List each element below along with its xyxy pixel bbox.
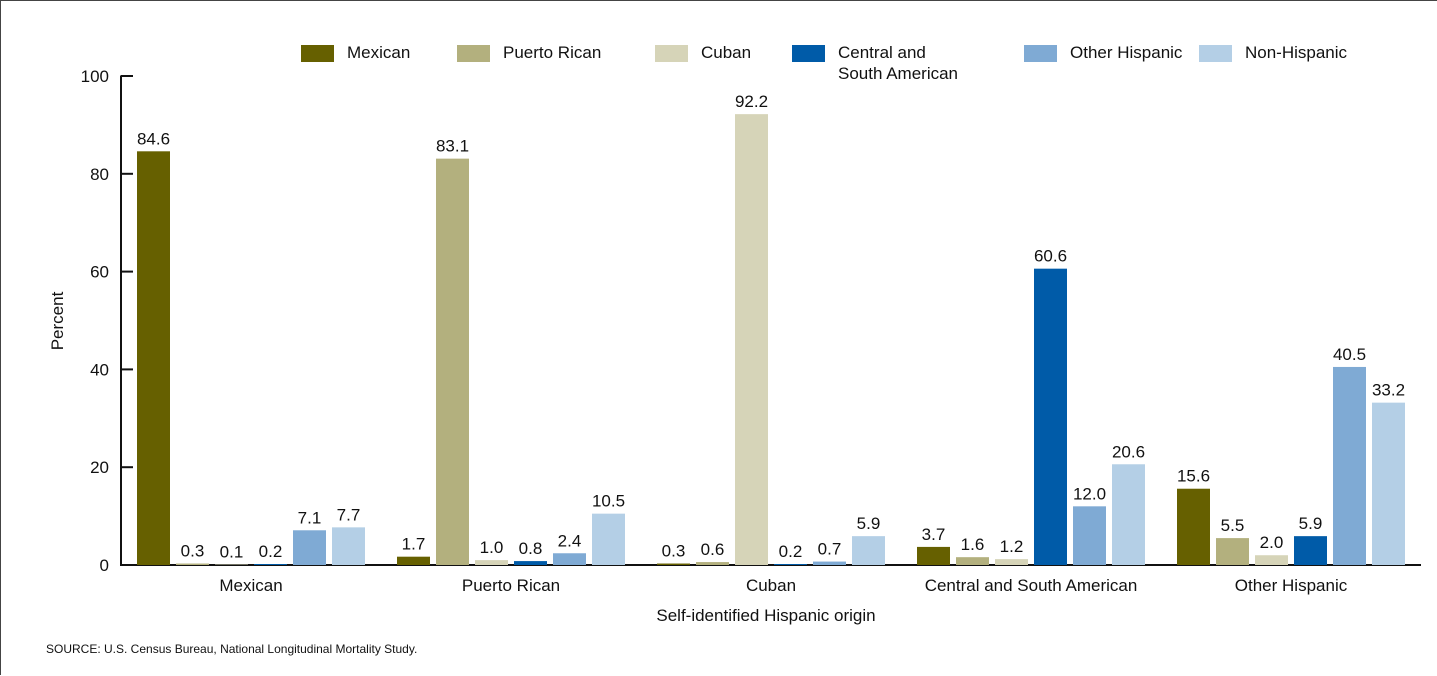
bar	[1177, 489, 1210, 565]
legend-label: Mexican	[347, 43, 410, 62]
data-label: 7.1	[298, 508, 322, 527]
data-label: 1.0	[480, 538, 504, 557]
x-category-label: Mexican	[219, 576, 282, 595]
data-labels: 84.6 0.3 0.1 0.2 7.1 7.7 1.7 83.1 1.0 0.8 2.4 10.5 0…	[137, 92, 1405, 561]
data-label: 83.1	[436, 137, 469, 156]
bar	[1372, 403, 1405, 565]
data-label: 15.6	[1177, 467, 1210, 486]
bar	[592, 514, 625, 565]
legend-swatch	[655, 45, 688, 62]
legend-label: Other Hispanic	[1070, 43, 1183, 62]
data-label: 12.0	[1073, 484, 1106, 503]
bar	[1255, 555, 1288, 565]
legend-swatch	[1199, 45, 1232, 62]
legend-label: Cuban	[701, 43, 751, 62]
x-category-label: Cuban	[746, 576, 796, 595]
axes: 0 20 40 60 80 100 Percent Self-identified Hispa…	[48, 67, 1421, 625]
data-label: 40.5	[1333, 345, 1366, 364]
data-label: 0.1	[220, 543, 244, 562]
data-label: 10.5	[592, 492, 625, 511]
bar	[696, 562, 729, 565]
data-label: 20.6	[1112, 442, 1145, 461]
bar	[852, 536, 885, 565]
bar	[1034, 269, 1067, 565]
data-label: 84.6	[137, 129, 170, 148]
data-label: 3.7	[922, 525, 946, 544]
x-axis-title: Self-identified Hispanic origin	[656, 606, 875, 625]
legend-swatch	[1024, 45, 1057, 62]
data-label: 5.5	[1221, 516, 1245, 535]
bar	[254, 564, 287, 565]
data-label: 1.6	[961, 535, 985, 554]
legend-swatch	[301, 45, 334, 62]
x-category-label: Central and South American	[925, 576, 1138, 595]
legend: Mexican Puerto Rican Cuban Central and South…	[301, 43, 1348, 83]
data-label: 1.2	[1000, 537, 1024, 556]
y-tick-label: 40	[90, 360, 109, 379]
data-label: 60.6	[1034, 247, 1067, 266]
bar	[397, 557, 430, 565]
data-label: 0.8	[519, 539, 543, 558]
y-tick-label: 60	[90, 263, 109, 282]
bar	[137, 151, 170, 565]
y-axis-title: Percent	[48, 291, 67, 350]
bar	[332, 527, 365, 565]
x-category-label: Other Hispanic	[1235, 576, 1348, 595]
legend-label: Non-Hispanic	[1245, 43, 1348, 62]
x-category-label: Puerto Rican	[462, 576, 560, 595]
bar	[995, 559, 1028, 565]
y-tick-label: 20	[90, 458, 109, 477]
bar	[475, 560, 508, 565]
data-label: 0.2	[779, 542, 803, 561]
y-tick-label: 80	[90, 165, 109, 184]
data-label: 92.2	[735, 92, 768, 111]
data-label: 1.7	[402, 535, 426, 554]
y-tick-label: 100	[81, 67, 109, 86]
data-label: 0.7	[818, 540, 842, 559]
bar	[514, 561, 547, 565]
data-label: 5.9	[1299, 514, 1323, 533]
data-label: 0.6	[701, 540, 725, 559]
bar	[293, 530, 326, 565]
source-note: SOURCE: U.S. Census Bureau, National Lon…	[46, 642, 417, 656]
data-label: 33.2	[1372, 381, 1405, 400]
data-label: 5.9	[857, 514, 881, 533]
legend-swatch	[457, 45, 490, 62]
bar	[436, 159, 469, 565]
data-label: 7.7	[337, 505, 361, 524]
bar	[917, 547, 950, 565]
bar	[1112, 464, 1145, 565]
bar	[735, 114, 768, 565]
bar	[813, 562, 846, 565]
data-label: 2.0	[1260, 533, 1284, 552]
legend-label: South American	[838, 64, 958, 83]
bars	[137, 114, 1405, 565]
data-label: 0.3	[662, 542, 686, 561]
legend-swatch	[792, 45, 825, 62]
bar	[1294, 536, 1327, 565]
legend-label: Central and	[838, 43, 926, 62]
data-label: 0.3	[181, 542, 205, 561]
bar	[1073, 506, 1106, 565]
legend-label: Puerto Rican	[503, 43, 601, 62]
bar	[1333, 367, 1366, 565]
bar	[657, 564, 690, 565]
bar	[1216, 538, 1249, 565]
bar	[956, 557, 989, 565]
data-label: 2.4	[558, 531, 582, 550]
y-tick-label: 0	[100, 556, 109, 575]
bar	[176, 564, 209, 565]
bar	[553, 553, 586, 565]
data-label: 0.2	[259, 542, 283, 561]
footer: SOURCE: U.S. Census Bureau, National Lon…	[46, 642, 417, 656]
bar	[774, 564, 807, 565]
